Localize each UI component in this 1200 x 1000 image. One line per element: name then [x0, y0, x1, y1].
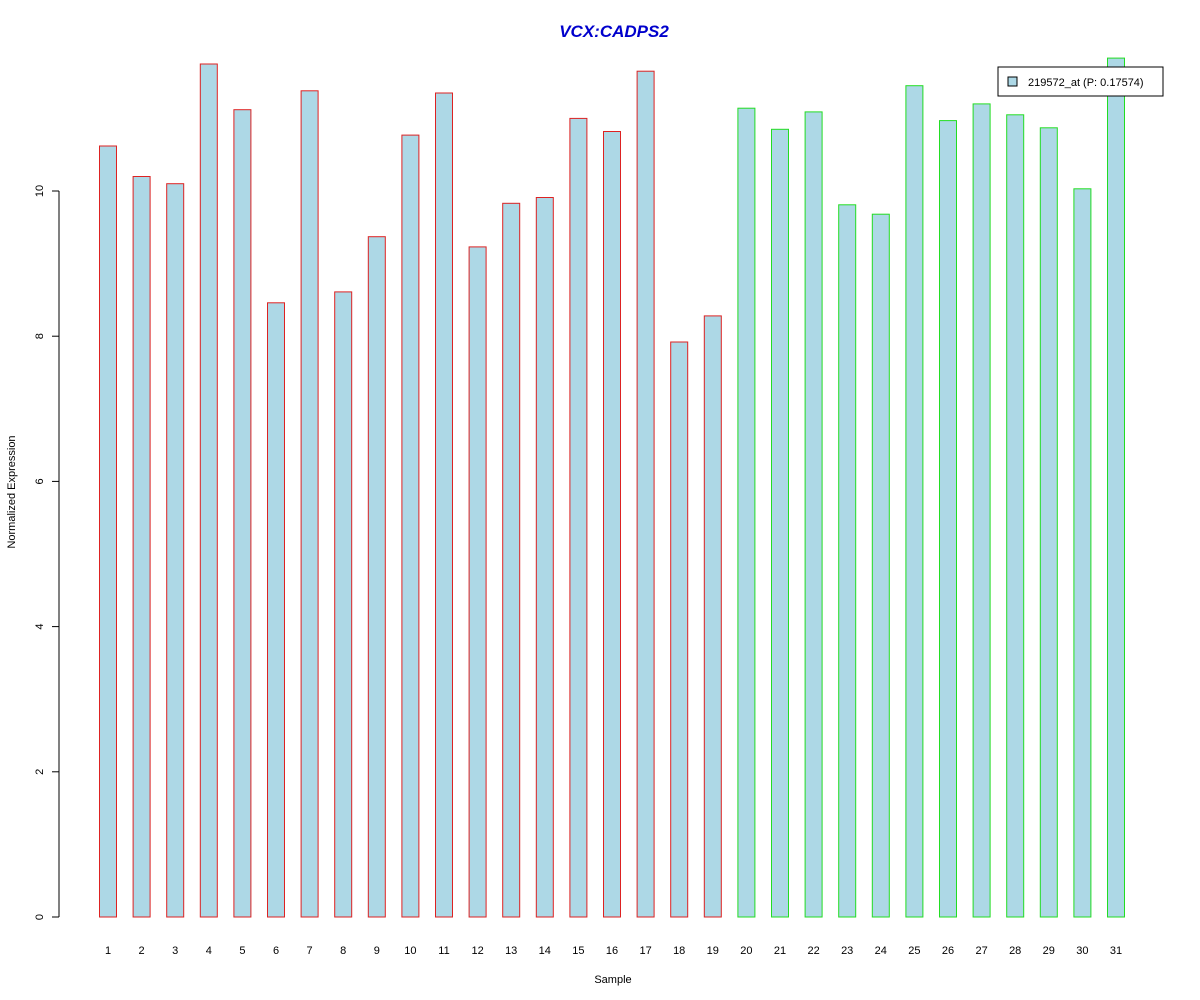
bar-sample-25 — [905, 85, 924, 918]
bar-sample-20 — [737, 107, 756, 918]
bar-sample-28 — [1006, 114, 1025, 918]
bar-sample-29 — [1039, 127, 1058, 918]
x-tick-label-12: 12 — [471, 945, 483, 957]
bar-sample-17 — [636, 70, 655, 918]
legend-swatch — [1007, 76, 1018, 87]
x-tick-label-20: 20 — [740, 945, 752, 957]
legend-label: 219572_at (P: 0.17574) — [1028, 77, 1144, 89]
x-tick-label-9: 9 — [374, 945, 380, 957]
x-tick-label-7: 7 — [307, 945, 313, 957]
bar-sample-3 — [166, 183, 185, 918]
bar-sample-22 — [804, 111, 823, 918]
legend-box — [997, 66, 1164, 97]
bar-sample-13 — [502, 202, 521, 918]
bar-sample-8 — [334, 291, 353, 918]
bar-sample-24 — [871, 213, 890, 918]
bar-sample-5 — [233, 109, 252, 918]
x-tick-label-18: 18 — [673, 945, 685, 957]
x-tick-label-24: 24 — [875, 945, 887, 957]
x-tick-label-14: 14 — [539, 945, 551, 957]
bar-sample-9 — [367, 236, 386, 918]
x-tick-label-15: 15 — [572, 945, 584, 957]
x-tick-label-10: 10 — [404, 945, 416, 957]
bar-sample-23 — [838, 204, 857, 918]
bar-sample-31 — [1107, 57, 1125, 918]
x-tick-label-8: 8 — [340, 945, 346, 957]
x-tick-label-5: 5 — [239, 945, 245, 957]
legend: 219572_at (P: 0.17574) — [997, 66, 1164, 97]
y-tick-label-0: 0 — [34, 914, 46, 920]
bars-group — [99, 57, 1125, 918]
x-tick-label-22: 22 — [807, 945, 819, 957]
x-tick-label-3: 3 — [172, 945, 178, 957]
x-tick-label-4: 4 — [206, 945, 212, 957]
x-axis: 1 2 3 4 5 6 7 8 9 10 11 12 13 14 15 16 17 18 19 20 21 22 23 24 2… — [105, 945, 1122, 957]
bar-sample-21 — [771, 128, 789, 918]
bar-sample-2 — [132, 176, 151, 918]
bar-sample-4 — [199, 63, 218, 918]
bar-sample-15 — [569, 117, 588, 918]
x-tick-label-17: 17 — [639, 945, 651, 957]
x-tick-label-19: 19 — [707, 945, 719, 957]
x-tick-label-31: 31 — [1110, 945, 1122, 957]
bar-sample-11 — [435, 92, 453, 918]
y-tick-label-2: 2 — [34, 769, 46, 775]
x-tick-label-2: 2 — [139, 945, 145, 957]
bar-sample-27 — [972, 103, 991, 918]
x-axis-label: Sample — [594, 974, 631, 986]
chart-title: VCX:CADPS2 — [559, 22, 669, 41]
x-tick-label-26: 26 — [942, 945, 954, 957]
x-tick-label-30: 30 — [1076, 945, 1088, 957]
y-tick-label-8: 8 — [34, 333, 46, 339]
x-tick-label-6: 6 — [273, 945, 279, 957]
bar-sample-19 — [703, 315, 722, 918]
bar-sample-12 — [468, 246, 487, 918]
y-axis: 0 2 4 6 8 10 — [34, 185, 60, 920]
x-tick-label-16: 16 — [606, 945, 618, 957]
x-tick-label-1: 1 — [105, 945, 111, 957]
x-tick-label-25: 25 — [908, 945, 920, 957]
x-tick-label-21: 21 — [774, 945, 786, 957]
x-tick-label-13: 13 — [505, 945, 517, 957]
y-tick-label-6: 6 — [34, 478, 46, 484]
bar-sample-26 — [939, 120, 957, 918]
y-tick-label-4: 4 — [34, 624, 46, 630]
x-tick-label-11: 11 — [438, 945, 449, 957]
x-tick-label-28: 28 — [1009, 945, 1021, 957]
bar-sample-30 — [1073, 188, 1092, 918]
bar-sample-7 — [300, 90, 319, 918]
x-tick-label-23: 23 — [841, 945, 853, 957]
bar-sample-14 — [535, 197, 554, 918]
bar-sample-10 — [401, 134, 420, 918]
x-tick-label-29: 29 — [1043, 945, 1055, 957]
bar-sample-16 — [603, 131, 621, 918]
y-axis-label: Normalized Expression — [6, 435, 18, 548]
y-tick-label-10: 10 — [34, 185, 46, 197]
bar-sample-18 — [670, 341, 689, 918]
bar-sample-6 — [267, 302, 285, 918]
x-tick-label-27: 27 — [975, 945, 987, 957]
bar-sample-1 — [99, 145, 117, 918]
